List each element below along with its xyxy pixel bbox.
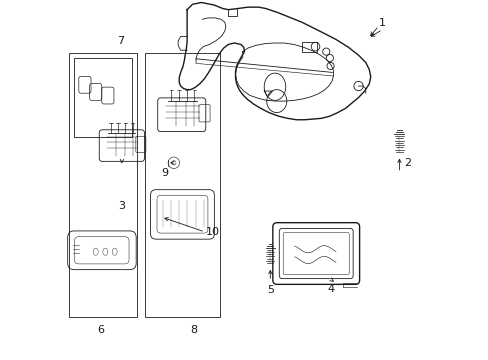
Text: 4: 4 <box>326 284 333 294</box>
Bar <box>144 53 220 317</box>
Bar <box>69 53 137 317</box>
Bar <box>301 41 316 51</box>
Text: 3: 3 <box>118 201 125 211</box>
Text: 6: 6 <box>97 325 103 335</box>
Text: 2: 2 <box>403 158 410 168</box>
Text: 7: 7 <box>117 36 124 46</box>
Text: 10: 10 <box>205 227 220 237</box>
Text: 5: 5 <box>266 285 273 296</box>
Bar <box>74 58 131 137</box>
Text: 1: 1 <box>378 18 385 28</box>
Text: 8: 8 <box>190 325 198 335</box>
Text: 9: 9 <box>161 168 168 178</box>
